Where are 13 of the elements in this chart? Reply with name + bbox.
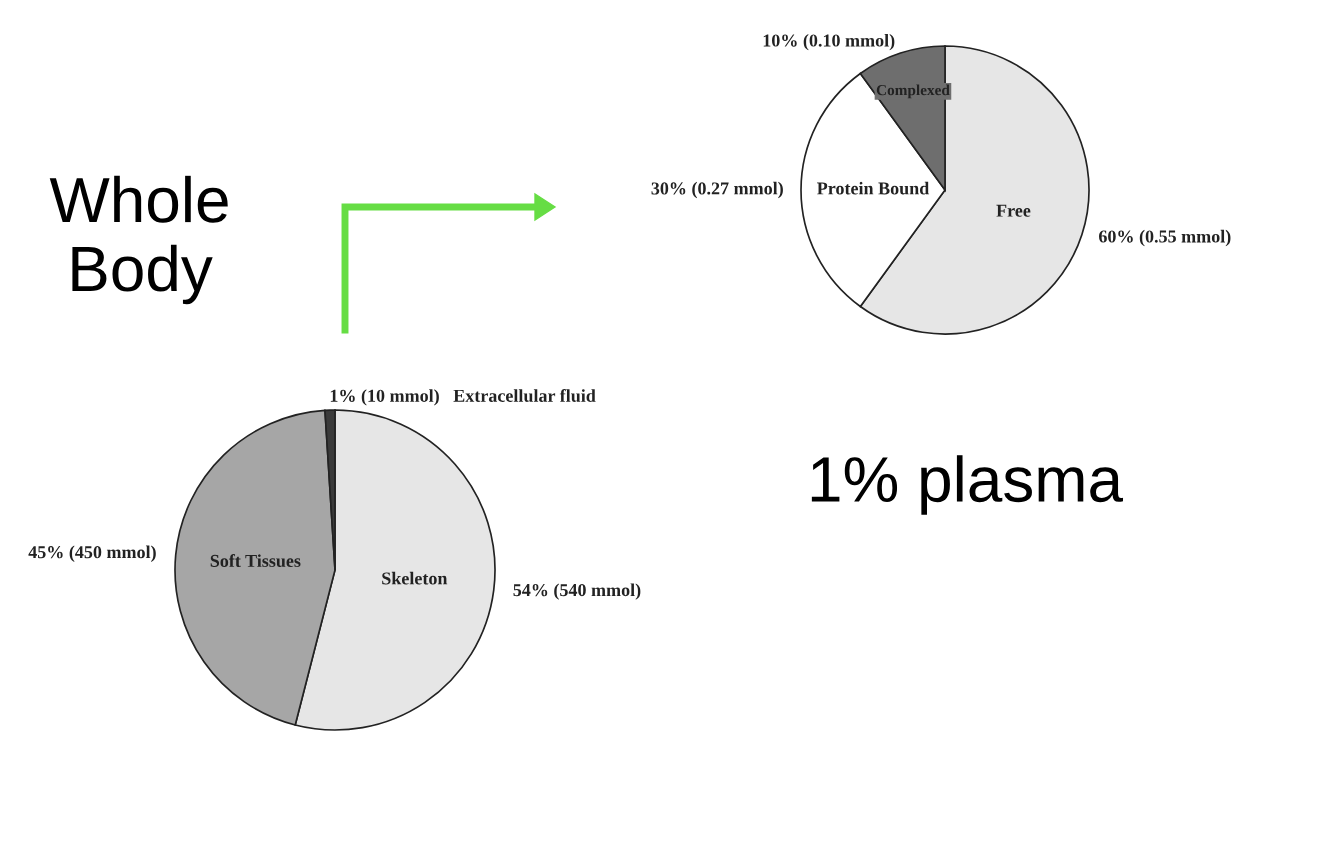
- slice-label: 1% (10 mmol) Extracellular fluid: [330, 389, 596, 406]
- slice-label: Skeleton: [382, 571, 448, 585]
- chart-title: Whole Body: [49, 175, 228, 305]
- data-label: 60% (0.55 mmol): [1099, 229, 1231, 247]
- data-label: 30% (0.27 mmol): [651, 181, 783, 199]
- data-label: 45% (450 mmol): [28, 545, 156, 562]
- data-label: 10% (0.10 mmol): [763, 33, 895, 51]
- slice-label: Complexed: [876, 84, 950, 99]
- slice-label: Free: [996, 204, 1031, 217]
- slice-label: Soft Tissues: [210, 554, 301, 568]
- data-label: 54% (540 mmol): [513, 583, 641, 600]
- text: 1% plasma: [811, 455, 1124, 515]
- slice-label: Protein Bound: [817, 181, 930, 195]
